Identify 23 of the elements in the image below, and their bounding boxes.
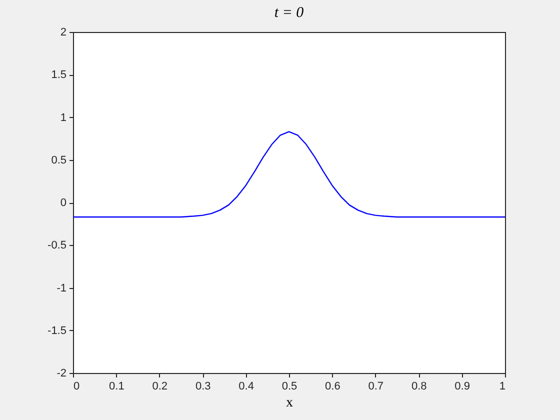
y-tick-label: -2 xyxy=(56,368,66,380)
x-tick-label: 0.5 xyxy=(282,380,298,392)
x-tick-label: 0.3 xyxy=(195,380,211,392)
x-tick-label: 0.9 xyxy=(454,380,470,392)
y-tick-label: -0.5 xyxy=(48,240,66,252)
x-tick-label: 0.8 xyxy=(411,380,427,392)
x-tick-label: 0.4 xyxy=(238,380,254,392)
y-tick-label: 1 xyxy=(60,112,66,124)
x-tick-label: 1 xyxy=(499,380,506,392)
x-tick-label: 0.7 xyxy=(368,380,384,392)
y-tick-label: -1 xyxy=(56,282,66,294)
x-tick-label: 0.6 xyxy=(325,380,340,392)
y-tick-label: 1.5 xyxy=(51,69,66,82)
line-series xyxy=(73,131,505,218)
chart-title: t = 0 xyxy=(274,5,304,21)
y-tick-label: 0.5 xyxy=(51,154,66,166)
x-tick-label: 0.2 xyxy=(152,380,168,392)
x-tick-label: 0 xyxy=(74,380,80,392)
x-tick-label: 0.1 xyxy=(109,380,124,392)
y-tick-label: 2 xyxy=(60,26,66,38)
y-tick-label: -1.5 xyxy=(48,324,66,337)
y-tick-label: 0 xyxy=(60,197,66,209)
x-axis-title: x xyxy=(286,396,293,410)
